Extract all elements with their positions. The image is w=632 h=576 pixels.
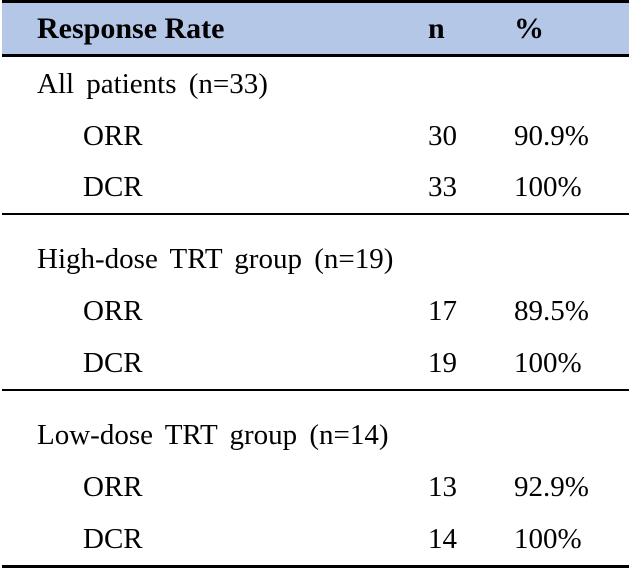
row-label: DCR — [83, 170, 143, 203]
group-label-all-patients: All patients (n=33) — [37, 67, 268, 100]
pct-value: 90.9% — [514, 119, 589, 152]
n-value: 30 — [428, 119, 457, 152]
section-low-dose-trt: Low-dose TRT group (n=14) ORR 13 92.9% D… — [2, 391, 629, 568]
n-value: 17 — [428, 294, 457, 327]
group-label-high-dose: High-dose TRT group (n=19) — [37, 243, 394, 275]
table-header-row: Response Rate n % — [2, 0, 629, 57]
table-row-orr: ORR 13 92.9% — [2, 461, 629, 513]
pct-value: 100% — [514, 522, 582, 555]
group-header-row: High-dose TRT group (n=19) — [2, 215, 629, 285]
row-label: ORR — [83, 470, 143, 503]
pct-value: 100% — [514, 170, 582, 203]
pct-value: 89.5% — [514, 294, 589, 327]
section-high-dose-trt: High-dose TRT group (n=19) ORR 17 89.5% … — [2, 215, 629, 391]
n-value: 33 — [428, 170, 457, 203]
row-label: DCR — [83, 522, 143, 555]
column-header-n: n — [428, 11, 445, 45]
pct-value: 92.9% — [514, 470, 589, 503]
n-value: 14 — [428, 522, 457, 555]
table-row-dcr: DCR 33 100% — [2, 161, 629, 213]
group-label-low-dose: Low-dose TRT group (n=14) — [37, 419, 389, 451]
table-row-dcr: DCR 19 100% — [2, 337, 629, 389]
table-row-orr: ORR 30 90.9% — [2, 111, 629, 161]
column-header-response-rate: Response Rate — [37, 11, 225, 45]
column-header-pct: % — [514, 11, 544, 45]
section-all-patients: All patients (n=33) ORR 30 90.9% DCR 33 … — [2, 57, 629, 215]
group-header-row: All patients (n=33) — [2, 57, 629, 111]
table-row-orr: ORR 17 89.5% — [2, 285, 629, 337]
response-rate-table: Response Rate n % All patients (n=33) OR… — [2, 0, 629, 568]
row-label: DCR — [83, 346, 143, 379]
row-label: ORR — [83, 294, 143, 327]
row-label: ORR — [83, 119, 143, 152]
n-value: 19 — [428, 346, 457, 379]
group-header-row: Low-dose TRT group (n=14) — [2, 391, 629, 461]
table-row-dcr: DCR 14 100% — [2, 513, 629, 565]
pct-value: 100% — [514, 346, 582, 379]
n-value: 13 — [428, 470, 457, 503]
